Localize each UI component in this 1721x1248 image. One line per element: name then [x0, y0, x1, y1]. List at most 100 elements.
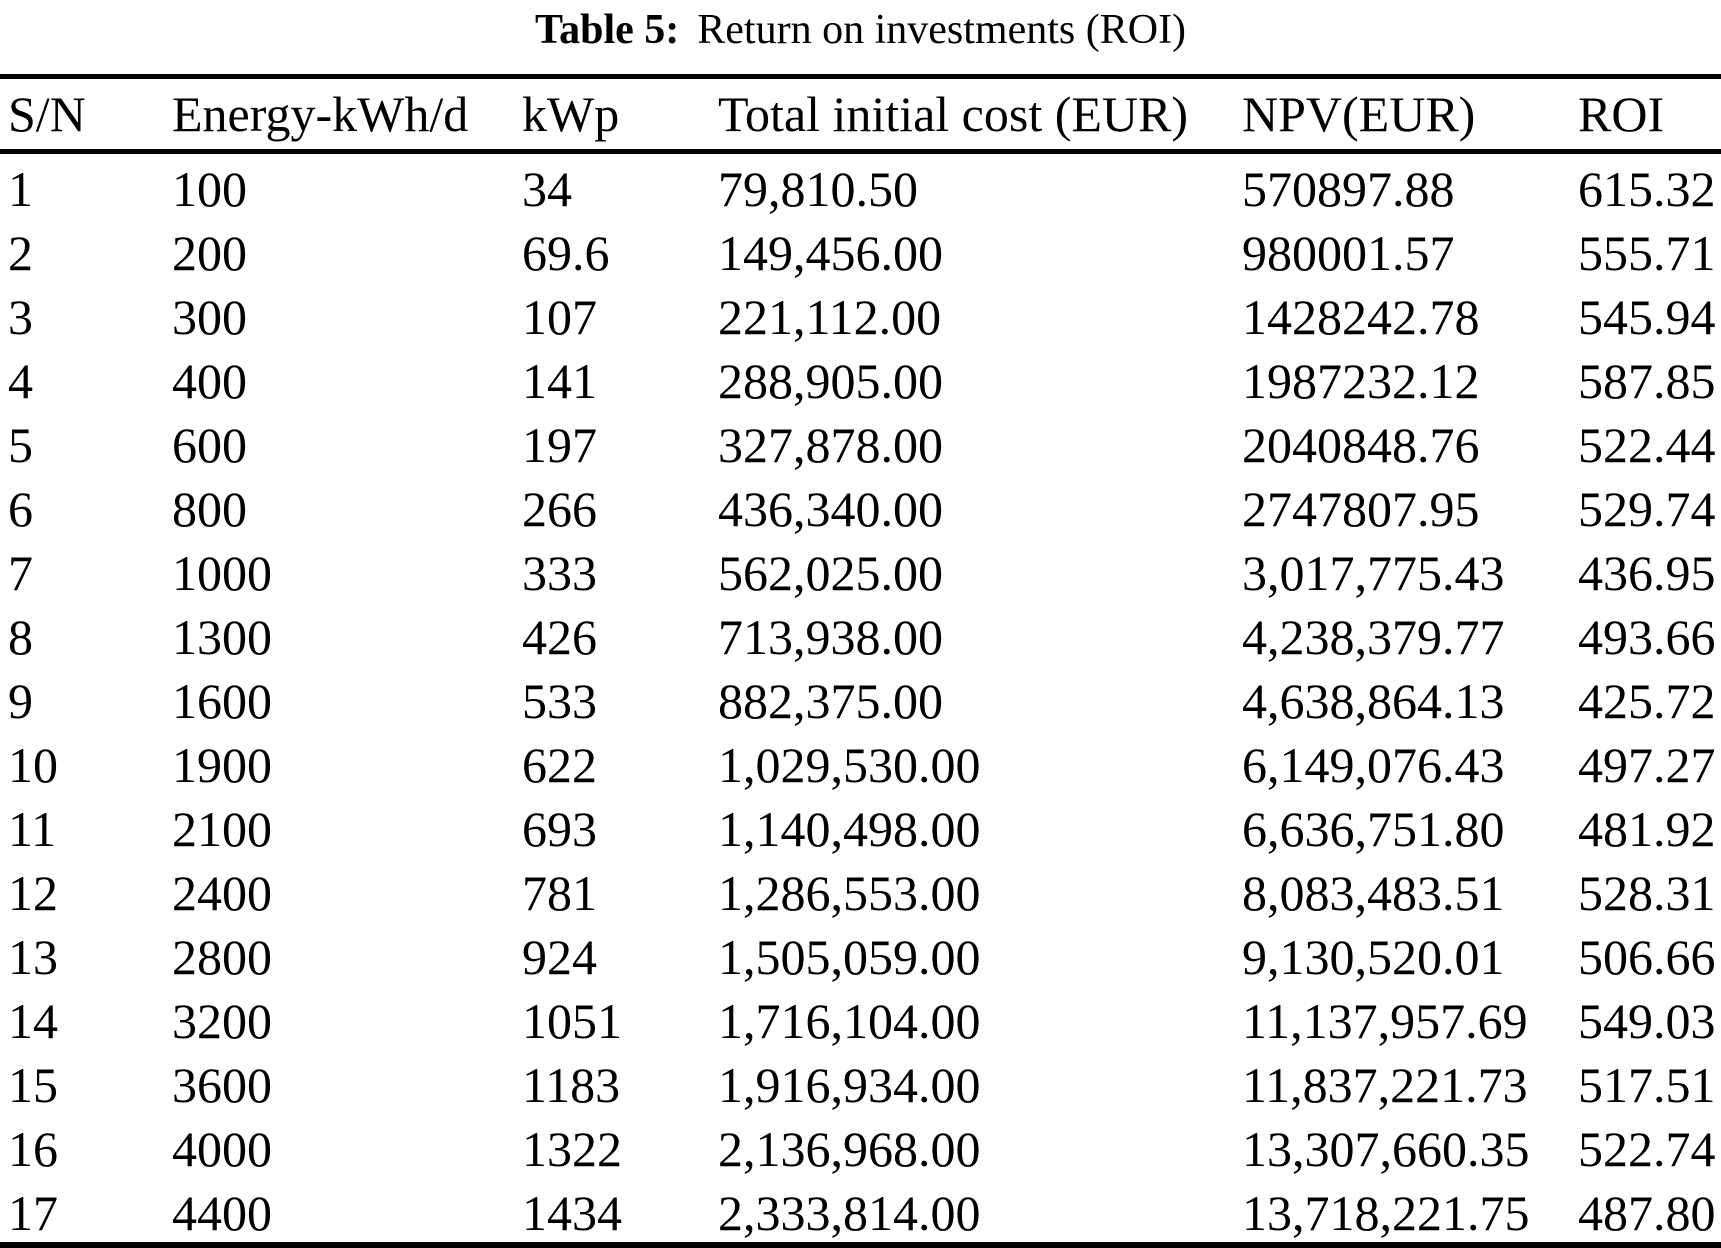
cell-energy-kwh-d: 4000 — [172, 1121, 272, 1177]
roi-table: S/N Energy-kWh/d kWp Total initial cost (EU… — [0, 74, 1721, 1248]
cell-npv-eur: 9,130,520.01 — [1242, 929, 1505, 985]
cell-npv-eur: 1428242.78 — [1242, 289, 1480, 345]
table-row: 3 300 107 221,112.00 1428242.78 545.94 — [0, 282, 1721, 346]
cell-npv-eur: 4,638,864.13 — [1242, 673, 1505, 729]
table-row: 1 100 34 79,810.50 570897.88 615.32 — [0, 152, 1721, 219]
table-row: 2 200 69.6 149,456.00 980001.57 555.71 — [0, 218, 1721, 282]
cell-total-initial-cost-eur: 288,905.00 — [718, 353, 943, 409]
cell-total-initial-cost-eur: 1,716,104.00 — [718, 993, 981, 1049]
table-row: 8 1300 426 713,938.00 4,238,379.77 493.66 — [0, 602, 1721, 666]
cell-sn: 11 — [8, 801, 57, 857]
cell-sn: 2 — [8, 225, 33, 281]
cell-total-initial-cost-eur: 1,029,530.00 — [718, 737, 981, 793]
cell-npv-eur: 980001.57 — [1242, 225, 1455, 281]
cell-kwp: 781 — [522, 865, 597, 921]
cell-total-initial-cost-eur: 221,112.00 — [718, 289, 942, 345]
cell-energy-kwh-d: 2400 — [172, 865, 272, 921]
table-row: 6 800 266 436,340.00 2747807.95 529.74 — [0, 474, 1721, 538]
cell-sn: 8 — [8, 609, 33, 665]
cell-npv-eur: 6,149,076.43 — [1242, 737, 1505, 793]
cell-kwp: 924 — [522, 929, 597, 985]
cell-npv-eur: 3,017,775.43 — [1242, 545, 1505, 601]
cell-kwp: 1051 — [522, 993, 622, 1049]
cell-kwp: 622 — [522, 737, 597, 793]
table-row: 11 2100 693 1,140,498.00 6,636,751.80 481.92 — [0, 794, 1721, 858]
cell-kwp: 693 — [522, 801, 597, 857]
cell-roi: 555.71 — [1578, 225, 1716, 281]
cell-kwp: 533 — [522, 673, 597, 729]
cell-npv-eur: 8,083,483.51 — [1242, 865, 1505, 921]
cell-roi: 522.74 — [1578, 1121, 1716, 1177]
cell-total-initial-cost-eur: 79,810.50 — [718, 161, 918, 217]
table-header-row: S/N Energy-kWh/d kWp Total initial cost (EU… — [0, 76, 1721, 154]
column-header-energy-kwh-d: Energy-kWh/d — [172, 76, 522, 154]
cell-roi: 436.95 — [1578, 545, 1716, 601]
cell-sn: 16 — [8, 1121, 58, 1177]
table-caption-text: Return on investments (ROI) — [697, 7, 1187, 53]
cell-total-initial-cost-eur: 327,878.00 — [718, 417, 943, 473]
cell-roi: 493.66 — [1578, 609, 1716, 665]
cell-sn: 5 — [8, 417, 33, 473]
cell-sn: 7 — [8, 545, 33, 601]
cell-sn: 10 — [8, 737, 58, 793]
cell-kwp: 333 — [522, 545, 597, 601]
table-row: 9 1600 533 882,375.00 4,638,864.13 425.72 — [0, 666, 1721, 730]
cell-sn: 1 — [8, 161, 33, 217]
cell-energy-kwh-d: 2100 — [172, 801, 272, 857]
cell-sn: 15 — [8, 1057, 58, 1113]
column-header-kwp: kWp — [522, 76, 718, 154]
cell-total-initial-cost-eur: 2,136,968.00 — [718, 1121, 981, 1177]
table-row: 16 4000 1322 2,136,968.00 13,307,660.35 522.7… — [0, 1114, 1721, 1178]
cell-roi: 545.94 — [1578, 289, 1716, 345]
table-row: 17 4400 1434 2,333,814.00 13,718,221.75 487.8… — [0, 1178, 1721, 1245]
cell-total-initial-cost-eur: 436,340.00 — [718, 481, 943, 537]
cell-sn: 6 — [8, 481, 33, 537]
cell-energy-kwh-d: 3200 — [172, 993, 272, 1049]
cell-kwp: 1322 — [522, 1121, 622, 1177]
cell-energy-kwh-d: 400 — [172, 353, 247, 409]
cell-total-initial-cost-eur: 1,916,934.00 — [718, 1057, 981, 1113]
cell-npv-eur: 11,137,957.69 — [1242, 993, 1528, 1049]
table-row: 14 3200 1051 1,716,104.00 11,137,957.69 549.0… — [0, 986, 1721, 1050]
cell-kwp: 34 — [522, 161, 572, 217]
cell-roi: 549.03 — [1578, 993, 1716, 1049]
cell-energy-kwh-d: 600 — [172, 417, 247, 473]
cell-npv-eur: 4,238,379.77 — [1242, 609, 1505, 665]
table-caption: Table 5: Return on investments (ROI) — [0, 0, 1721, 74]
cell-energy-kwh-d: 300 — [172, 289, 247, 345]
cell-kwp: 197 — [522, 417, 597, 473]
cell-roi: 528.31 — [1578, 865, 1716, 921]
table-row: 13 2800 924 1,505,059.00 9,130,520.01 506.66 — [0, 922, 1721, 986]
cell-total-initial-cost-eur: 1,286,553.00 — [718, 865, 981, 921]
cell-total-initial-cost-eur: 713,938.00 — [718, 609, 943, 665]
cell-sn: 4 — [8, 353, 33, 409]
cell-npv-eur: 570897.88 — [1242, 161, 1455, 217]
table-caption-label: Table 5: — [534, 7, 680, 53]
cell-sn: 9 — [8, 673, 33, 729]
cell-roi: 529.74 — [1578, 481, 1716, 537]
table-row: 5 600 197 327,878.00 2040848.76 522.44 — [0, 410, 1721, 474]
table-row: 15 3600 1183 1,916,934.00 11,837,221.73 517.5… — [0, 1050, 1721, 1114]
cell-npv-eur: 6,636,751.80 — [1242, 801, 1505, 857]
cell-roi: 506.66 — [1578, 929, 1716, 985]
column-header-roi: ROI — [1578, 76, 1721, 154]
table-row: 10 1900 622 1,029,530.00 6,149,076.43 497.27 — [0, 730, 1721, 794]
cell-sn: 12 — [8, 865, 58, 921]
cell-energy-kwh-d: 4400 — [172, 1185, 272, 1241]
cell-energy-kwh-d: 200 — [172, 225, 247, 281]
cell-kwp: 69.6 — [522, 225, 610, 281]
cell-npv-eur: 1987232.12 — [1242, 353, 1480, 409]
cell-npv-eur: 13,718,221.75 — [1242, 1185, 1530, 1241]
cell-total-initial-cost-eur: 882,375.00 — [718, 673, 943, 729]
cell-energy-kwh-d: 2800 — [172, 929, 272, 985]
cell-total-initial-cost-eur: 562,025.00 — [718, 545, 943, 601]
cell-kwp: 1434 — [522, 1185, 622, 1241]
cell-total-initial-cost-eur: 2,333,814.00 — [718, 1185, 981, 1241]
cell-energy-kwh-d: 1300 — [172, 609, 272, 665]
table-row: 7 1000 333 562,025.00 3,017,775.43 436.95 — [0, 538, 1721, 602]
cell-energy-kwh-d: 800 — [172, 481, 247, 537]
column-header-sn: S/N — [0, 76, 172, 154]
cell-npv-eur: 11,837,221.73 — [1242, 1057, 1528, 1113]
column-header-npv-eur: NPV(EUR) — [1242, 76, 1578, 154]
